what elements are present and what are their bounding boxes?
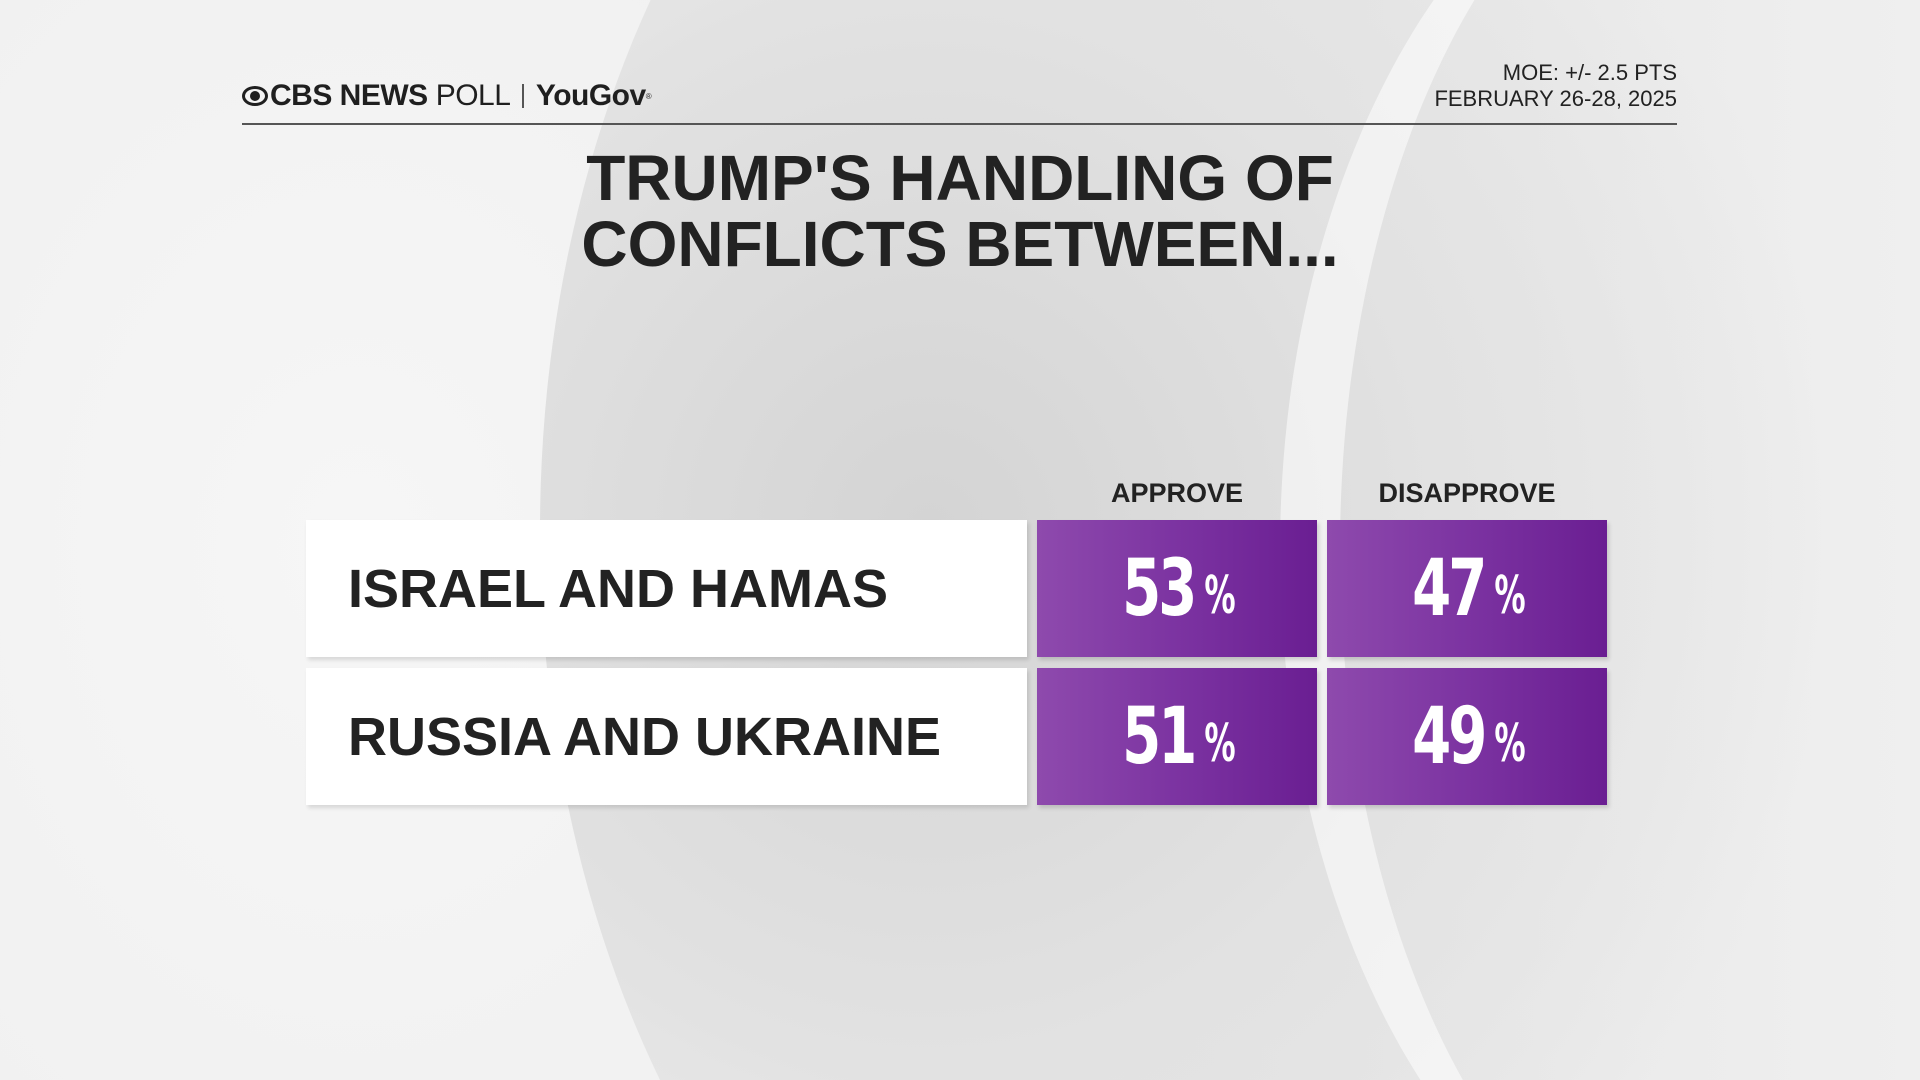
moe: MOE: +/- 2.5 PTS bbox=[1502, 60, 1677, 85]
row-label: RUSSIA AND UKRAINE bbox=[306, 668, 1027, 805]
column-header-approve: APPROVE bbox=[1110, 478, 1244, 508]
brand-partner: YouGov bbox=[535, 79, 646, 112]
column-header-disapprove: DISAPPROVE bbox=[1378, 478, 1556, 508]
header: CBS NEWS POLL YouGov ® MOE: +/- 2.5 PTS F… bbox=[242, 60, 1677, 125]
title-line-1: TRUMP'S HANDLING OF bbox=[586, 142, 1334, 214]
poll-meta: MOE: +/- 2.5 PTS FEBRUARY 26-28, 2025 bbox=[1434, 60, 1677, 112]
page-title: TRUMP'S HANDLING OF CONFLICTS BETWEEN... bbox=[0, 145, 1920, 277]
disapprove-value: 49% bbox=[1327, 668, 1607, 805]
approve-value: 51% bbox=[1037, 668, 1317, 805]
approve-value: 53% bbox=[1037, 520, 1317, 657]
disapprove-value: 47% bbox=[1327, 520, 1607, 657]
row-label: ISRAEL AND HAMAS bbox=[306, 520, 1027, 657]
brand-poll: POLL bbox=[435, 79, 511, 112]
divider bbox=[522, 84, 524, 108]
poll-dates: FEBRUARY 26-28, 2025 bbox=[1434, 86, 1677, 111]
registered-icon: ® bbox=[645, 91, 652, 101]
brand-cbs: CBS NEWS bbox=[270, 79, 428, 112]
title-line-2: CONFLICTS BETWEEN... bbox=[581, 208, 1339, 280]
cbs-eye-icon bbox=[242, 86, 268, 106]
logo: CBS NEWS POLL YouGov ® bbox=[242, 79, 652, 113]
